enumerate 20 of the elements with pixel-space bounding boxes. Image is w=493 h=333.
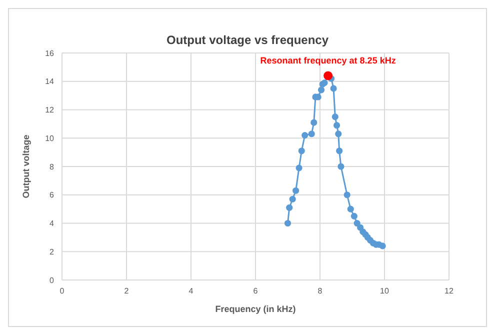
x-tick-label: 4 bbox=[188, 286, 194, 296]
x-tick-label: 2 bbox=[124, 286, 130, 296]
x-tick-label: 10 bbox=[380, 286, 390, 296]
y-tick-label: 6 bbox=[50, 190, 55, 200]
y-tick-label: 12 bbox=[45, 106, 55, 115]
y-tick-label: 16 bbox=[45, 48, 55, 58]
x-axis-title: Frequency (in kHz) bbox=[215, 304, 296, 314]
x-tick-label: 0 bbox=[60, 286, 65, 296]
y-tick-label: 2 bbox=[50, 247, 55, 256]
y-tick-label: 4 bbox=[50, 219, 55, 228]
y-tick-label: 0 bbox=[50, 276, 55, 285]
chart-title: Output voltage vs frequency bbox=[165, 33, 330, 47]
y-tick-label: 8 bbox=[50, 162, 55, 172]
x-tick-label: 8 bbox=[318, 286, 323, 296]
x-tick-label: 6 bbox=[253, 286, 258, 296]
x-tick-label: 12 bbox=[444, 286, 454, 296]
y-tick-label: 14 bbox=[45, 77, 55, 86]
y-axis-title: Output voltage bbox=[21, 134, 32, 198]
annotation: Resonant frequency at 8.25 kHz bbox=[260, 56, 396, 66]
y-tick-label: 10 bbox=[45, 134, 55, 143]
